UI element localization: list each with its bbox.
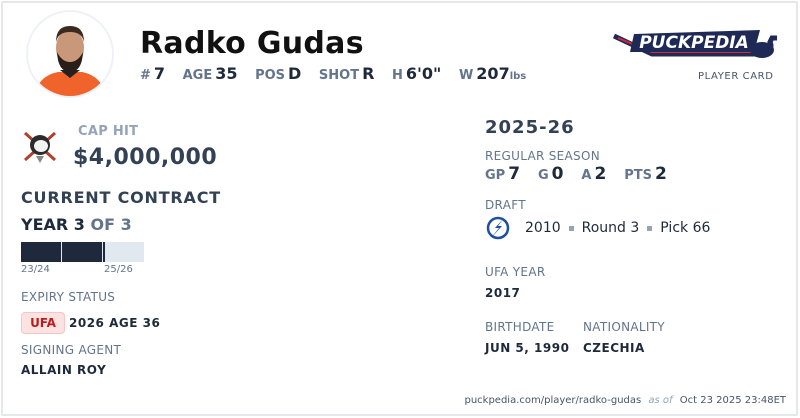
weight-label: W — [458, 68, 474, 83]
contract-progress-bar — [21, 242, 144, 262]
shot-label: SHOT — [318, 68, 360, 83]
g-value: 0 — [551, 164, 564, 184]
gp-label: GP — [485, 168, 506, 183]
draft-info: 2010 Round 3 Pick 66 — [525, 220, 710, 236]
weight-unit: lbs — [509, 71, 527, 82]
player-avatar — [26, 10, 114, 98]
logo-text: PUCKPEDIA — [639, 33, 749, 53]
separator-icon — [568, 225, 574, 231]
number-value: 7 — [153, 64, 166, 83]
signing-agent-name: ALLAIN ROY — [21, 363, 107, 377]
draft-pick: Pick 66 — [660, 220, 711, 236]
player-card-label: PLAYER CARD — [698, 71, 774, 82]
lightning-logo-icon — [485, 216, 511, 244]
cap-hit-label: CAP HIT — [78, 124, 139, 139]
age-value: 35 — [215, 64, 238, 83]
birthdate-label: BIRTHDATE — [485, 320, 555, 334]
contract-year-segment-current — [103, 242, 105, 262]
current-contract-title: CURRENT CONTRACT — [21, 188, 221, 207]
bar-start-label: 23/24 — [21, 264, 50, 275]
height-label: H — [391, 68, 403, 83]
puckpedia-logo: PUCKPEDIA — [612, 26, 778, 70]
pts-value: 2 — [655, 164, 667, 184]
cap-hit-value: $4,000,000 — [73, 145, 218, 170]
a-value: 2 — [594, 164, 607, 184]
season-title: 2025-26 — [485, 117, 575, 138]
draft-year: 2010 — [525, 220, 561, 236]
player-bio: #7 AGE 35 POS D SHOT R H 6'0" W 207lbs — [140, 64, 526, 83]
number-label: # — [140, 68, 151, 83]
ducks-logo-icon — [22, 130, 58, 168]
year-current: YEAR 3 — [21, 215, 85, 234]
contract-year-segment — [62, 242, 102, 262]
nationality-value: CZECHIA — [583, 341, 645, 355]
weight-value: 207 — [476, 64, 510, 83]
signing-agent-label: SIGNING AGENT — [21, 343, 122, 357]
player-name: Radko Gudas — [140, 26, 364, 61]
pts-label: PTS — [624, 168, 652, 183]
draft-round: Round 3 — [581, 220, 640, 236]
pos-label: POS — [255, 68, 286, 83]
ufa-badge: UFA — [21, 312, 65, 334]
draft-label: DRAFT — [485, 198, 526, 212]
separator-icon — [647, 225, 653, 231]
bar-end-label: 25/26 — [104, 264, 133, 275]
regular-season-label: REGULAR SEASON — [485, 149, 600, 163]
pos-value: D — [288, 64, 302, 83]
expiry-detail: 2026 AGE 36 — [69, 316, 161, 330]
a-label: A — [581, 168, 592, 183]
nationality-label: NATIONALITY — [583, 320, 665, 334]
shot-value: R — [362, 64, 375, 83]
footer: puckpedia.com/player/radko-gudas as of O… — [464, 395, 786, 406]
as-of-label: as of — [648, 395, 673, 406]
gp-value: 7 — [508, 164, 521, 184]
height-value: 6'0" — [405, 64, 442, 83]
ufa-year-value: 2017 — [485, 286, 521, 300]
birthdate-value: JUN 5, 1990 — [485, 341, 570, 355]
age-label: AGE — [182, 68, 213, 83]
player-url[interactable]: puckpedia.com/player/radko-gudas — [464, 395, 642, 406]
contract-year: YEAR 3 OF 3 — [21, 215, 132, 234]
year-total: OF 3 — [90, 215, 132, 234]
g-label: G — [537, 168, 549, 183]
expiry-status-label: EXPIRY STATUS — [21, 290, 116, 304]
contract-year-segment — [21, 242, 61, 262]
timestamp: Oct 23 2025 23:48ET — [679, 395, 786, 406]
ufa-year-label: UFA YEAR — [485, 265, 546, 279]
